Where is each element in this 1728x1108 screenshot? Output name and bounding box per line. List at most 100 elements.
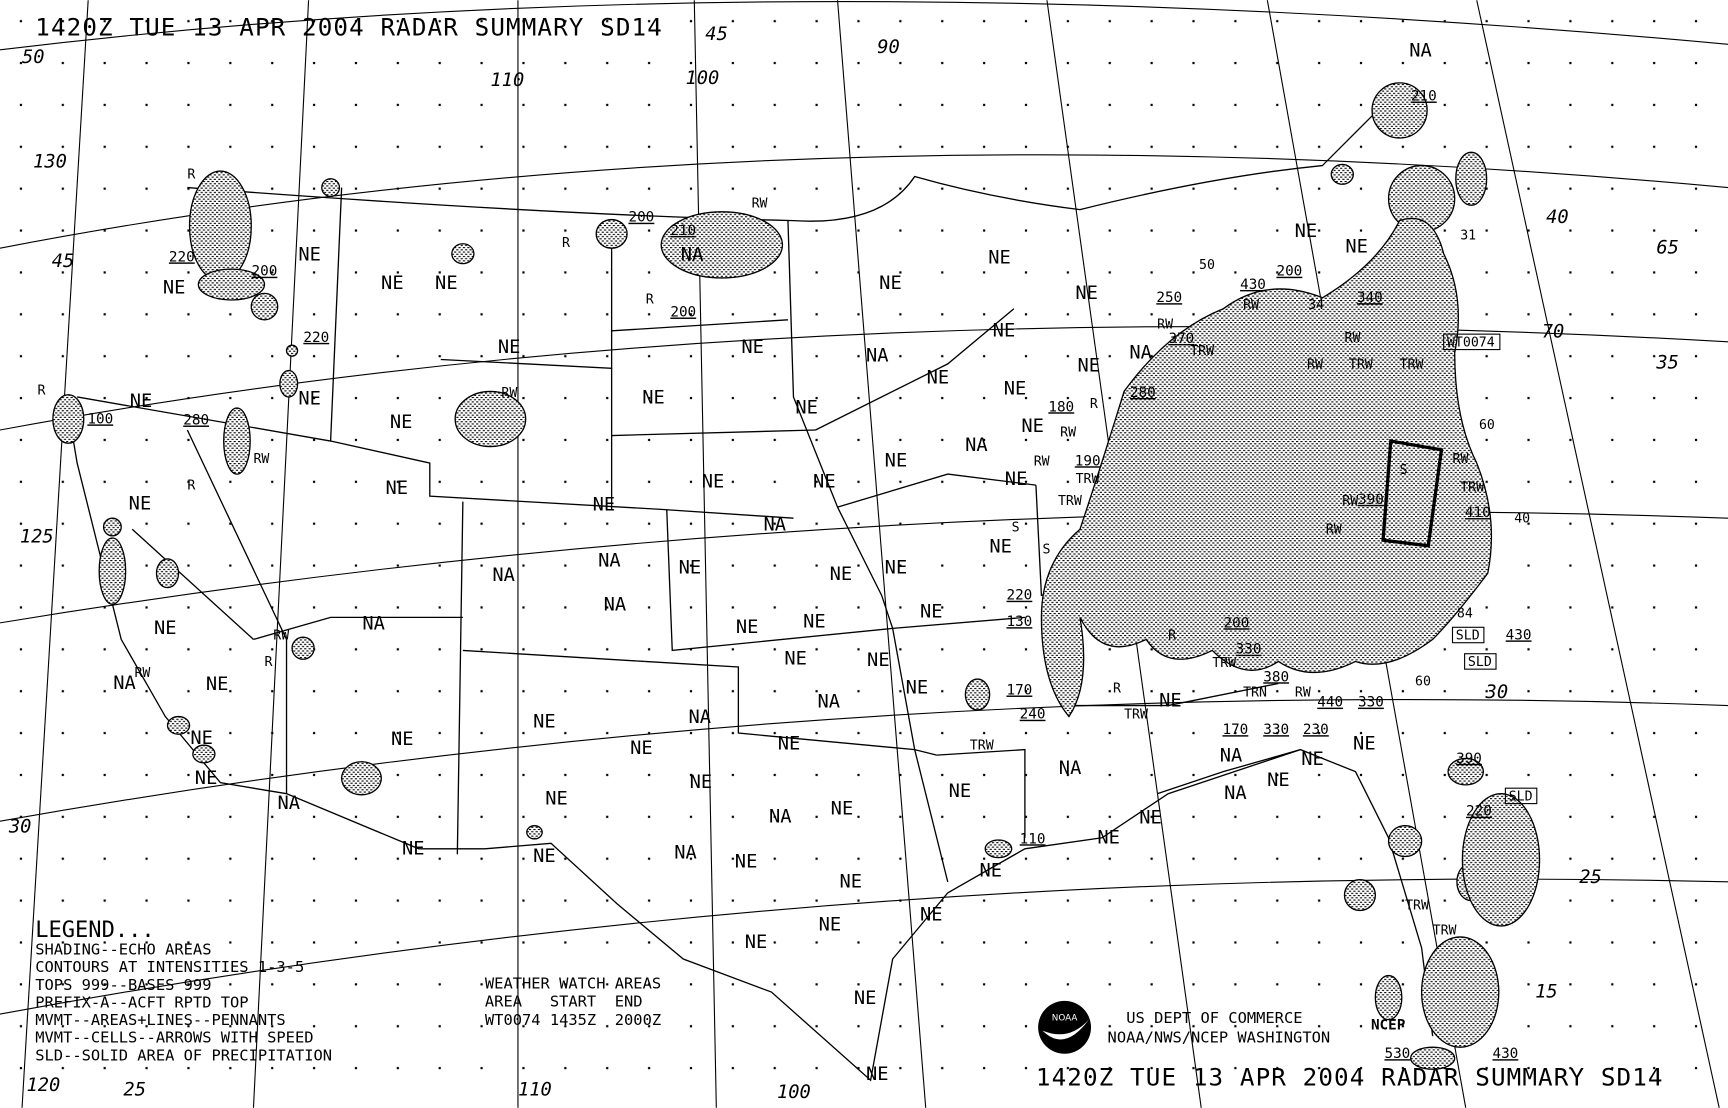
echo-top-label: 200 bbox=[670, 305, 696, 321]
station-label-ne: NE bbox=[679, 557, 702, 578]
coordinate-label: 40 bbox=[1546, 207, 1569, 228]
echo-area bbox=[52, 394, 85, 444]
station-label-na: NA bbox=[1059, 758, 1082, 779]
station-label-ne: NE bbox=[989, 536, 1012, 557]
coordinate-label: 25 bbox=[123, 1080, 146, 1101]
label-box bbox=[1504, 787, 1538, 805]
station-label-ne: NE bbox=[736, 617, 759, 638]
station-label-ne: NE bbox=[130, 391, 153, 412]
echo-area bbox=[250, 292, 279, 321]
coordinate-label: 100 bbox=[777, 1082, 811, 1103]
map-labels: NE NE NE NE NE NE NE NE NE NE NE NE NE NE NE NE NE NE NE NE… bbox=[8, 24, 1679, 1103]
weather-watch-areas: WEATHER WATCH AREAS AREA START END WT007… bbox=[485, 975, 661, 1029]
legend-line: PREFIX-A--ACFT RPTD TOP bbox=[35, 993, 248, 1011]
echo-top-label: 210 bbox=[670, 223, 696, 239]
station-label-na: NA bbox=[1224, 783, 1247, 804]
station-label-ne: NE bbox=[498, 337, 521, 358]
echo-type-label: RW bbox=[1034, 454, 1050, 469]
echo-top-label: 430 bbox=[1240, 277, 1266, 293]
legend-line: MVMT--CELLS--ARROWS WITH SPEED bbox=[35, 1029, 313, 1047]
echo-type-label: RW bbox=[134, 666, 150, 681]
station-label-na: NA bbox=[689, 707, 712, 728]
echo-type-label: TRW bbox=[1212, 656, 1236, 671]
echo-type-label: RW bbox=[1342, 494, 1358, 509]
coordinate-label: 30 bbox=[8, 816, 32, 837]
echo-area bbox=[1374, 974, 1403, 1021]
echo-top-label: 390 bbox=[1358, 492, 1384, 508]
station-label-ne: NE bbox=[1159, 691, 1182, 712]
echo-type-label: RW bbox=[273, 628, 289, 643]
ncep-logo: NCEP bbox=[1371, 1018, 1406, 1034]
title-top: 1420Z TUE 13 APR 2004 RADAR SUMMARY SD14 bbox=[35, 12, 663, 41]
echo-top-label: 430 bbox=[1506, 627, 1532, 643]
station-label-ne: NE bbox=[885, 450, 908, 471]
station-label-ne: NE bbox=[879, 273, 902, 294]
station-label-ne: NE bbox=[866, 1064, 889, 1085]
station-label-ne: NE bbox=[129, 493, 152, 514]
station-label-ne: NE bbox=[979, 860, 1002, 881]
echo-top-label: 200 bbox=[628, 210, 654, 226]
station-label-ne: NE bbox=[533, 712, 556, 733]
echo-area bbox=[1409, 1046, 1456, 1070]
coordinate-label: 70 bbox=[1542, 321, 1565, 342]
station-label-ne: NE bbox=[533, 846, 556, 867]
echo-type-label: R bbox=[187, 168, 195, 183]
echo-type-label: TRN bbox=[1243, 686, 1267, 701]
movement-speed: 31 bbox=[1460, 228, 1476, 243]
echo-top-label: 130 bbox=[1006, 614, 1032, 630]
boxed-label: WT0074 bbox=[1447, 335, 1495, 350]
echo-top-label: 240 bbox=[1020, 707, 1046, 723]
station-label-na: NA bbox=[277, 793, 300, 814]
coordinate-label: 90 bbox=[877, 37, 900, 58]
label-box bbox=[1451, 626, 1485, 644]
station-label-na: NA bbox=[598, 551, 621, 572]
station-label-ne: NE bbox=[163, 277, 186, 298]
echo-top-label: 180 bbox=[1048, 399, 1074, 415]
credits-line1: US DEPT OF COMMERCE bbox=[1126, 1009, 1302, 1027]
echo-top-label: 410 bbox=[1465, 505, 1491, 521]
echo-type-label: TRW bbox=[1076, 472, 1100, 487]
watch-row: WT0074 1435Z 2000Z bbox=[485, 1011, 661, 1029]
station-label-ne: NE bbox=[885, 557, 908, 578]
coordinate-label: 25 bbox=[1579, 867, 1602, 888]
station-label-na: NA bbox=[769, 806, 792, 827]
echo-type-label: RW bbox=[752, 196, 768, 211]
station-label-ne: NE bbox=[1005, 469, 1028, 490]
station-label-ne: NE bbox=[803, 611, 826, 632]
coordinate-label: 110 bbox=[518, 1080, 552, 1101]
echo-type-label: S bbox=[1043, 542, 1051, 557]
echo-type-label: S bbox=[1400, 463, 1408, 478]
station-label-na: NA bbox=[866, 346, 889, 367]
legend-line: MVMT--AREAS+LINES--PENNANTS bbox=[35, 1011, 285, 1029]
station-label-ne: NE bbox=[206, 674, 229, 695]
echo-top-label: 390 bbox=[1456, 751, 1482, 767]
echo-area bbox=[291, 636, 315, 660]
echo-type-label: TRW bbox=[1124, 708, 1148, 723]
echo-area bbox=[1343, 878, 1377, 912]
echo-area bbox=[1330, 163, 1354, 185]
echo-area-main bbox=[1040, 217, 1493, 718]
credits-line2: NOAA/NWS/NCEP WASHINGTON bbox=[1108, 1029, 1331, 1047]
legend-line: CONTOURS AT INTENSITIES 1-3-5 bbox=[35, 958, 304, 976]
station-label-ne: NE bbox=[840, 871, 863, 892]
echo-type-label: TRW bbox=[1349, 357, 1373, 372]
legend-heading: LEGEND... bbox=[35, 918, 154, 943]
station-label-ne: NE bbox=[402, 838, 425, 859]
echo-type-label: R bbox=[1168, 628, 1176, 643]
station-label-ne: NE bbox=[920, 601, 943, 622]
station-label-na: NA bbox=[817, 692, 840, 713]
echo-top-label: 330 bbox=[1358, 695, 1384, 711]
echo-top-label: 280 bbox=[183, 413, 209, 429]
echo-type-label: RW bbox=[501, 386, 517, 401]
echo-area bbox=[155, 558, 180, 589]
station-label-ne: NE bbox=[391, 729, 414, 750]
station-label-ne: NE bbox=[190, 728, 213, 749]
station-label-ne: NE bbox=[906, 677, 929, 698]
echo-type-label: TRW bbox=[1433, 924, 1457, 939]
watch-heading: WEATHER WATCH AREAS bbox=[485, 975, 661, 993]
echo-top-label: 220 bbox=[1466, 804, 1492, 820]
station-label-ne: NE bbox=[435, 273, 458, 294]
station-label-ne: NE bbox=[593, 494, 616, 515]
station-label-ne: NE bbox=[813, 471, 836, 492]
